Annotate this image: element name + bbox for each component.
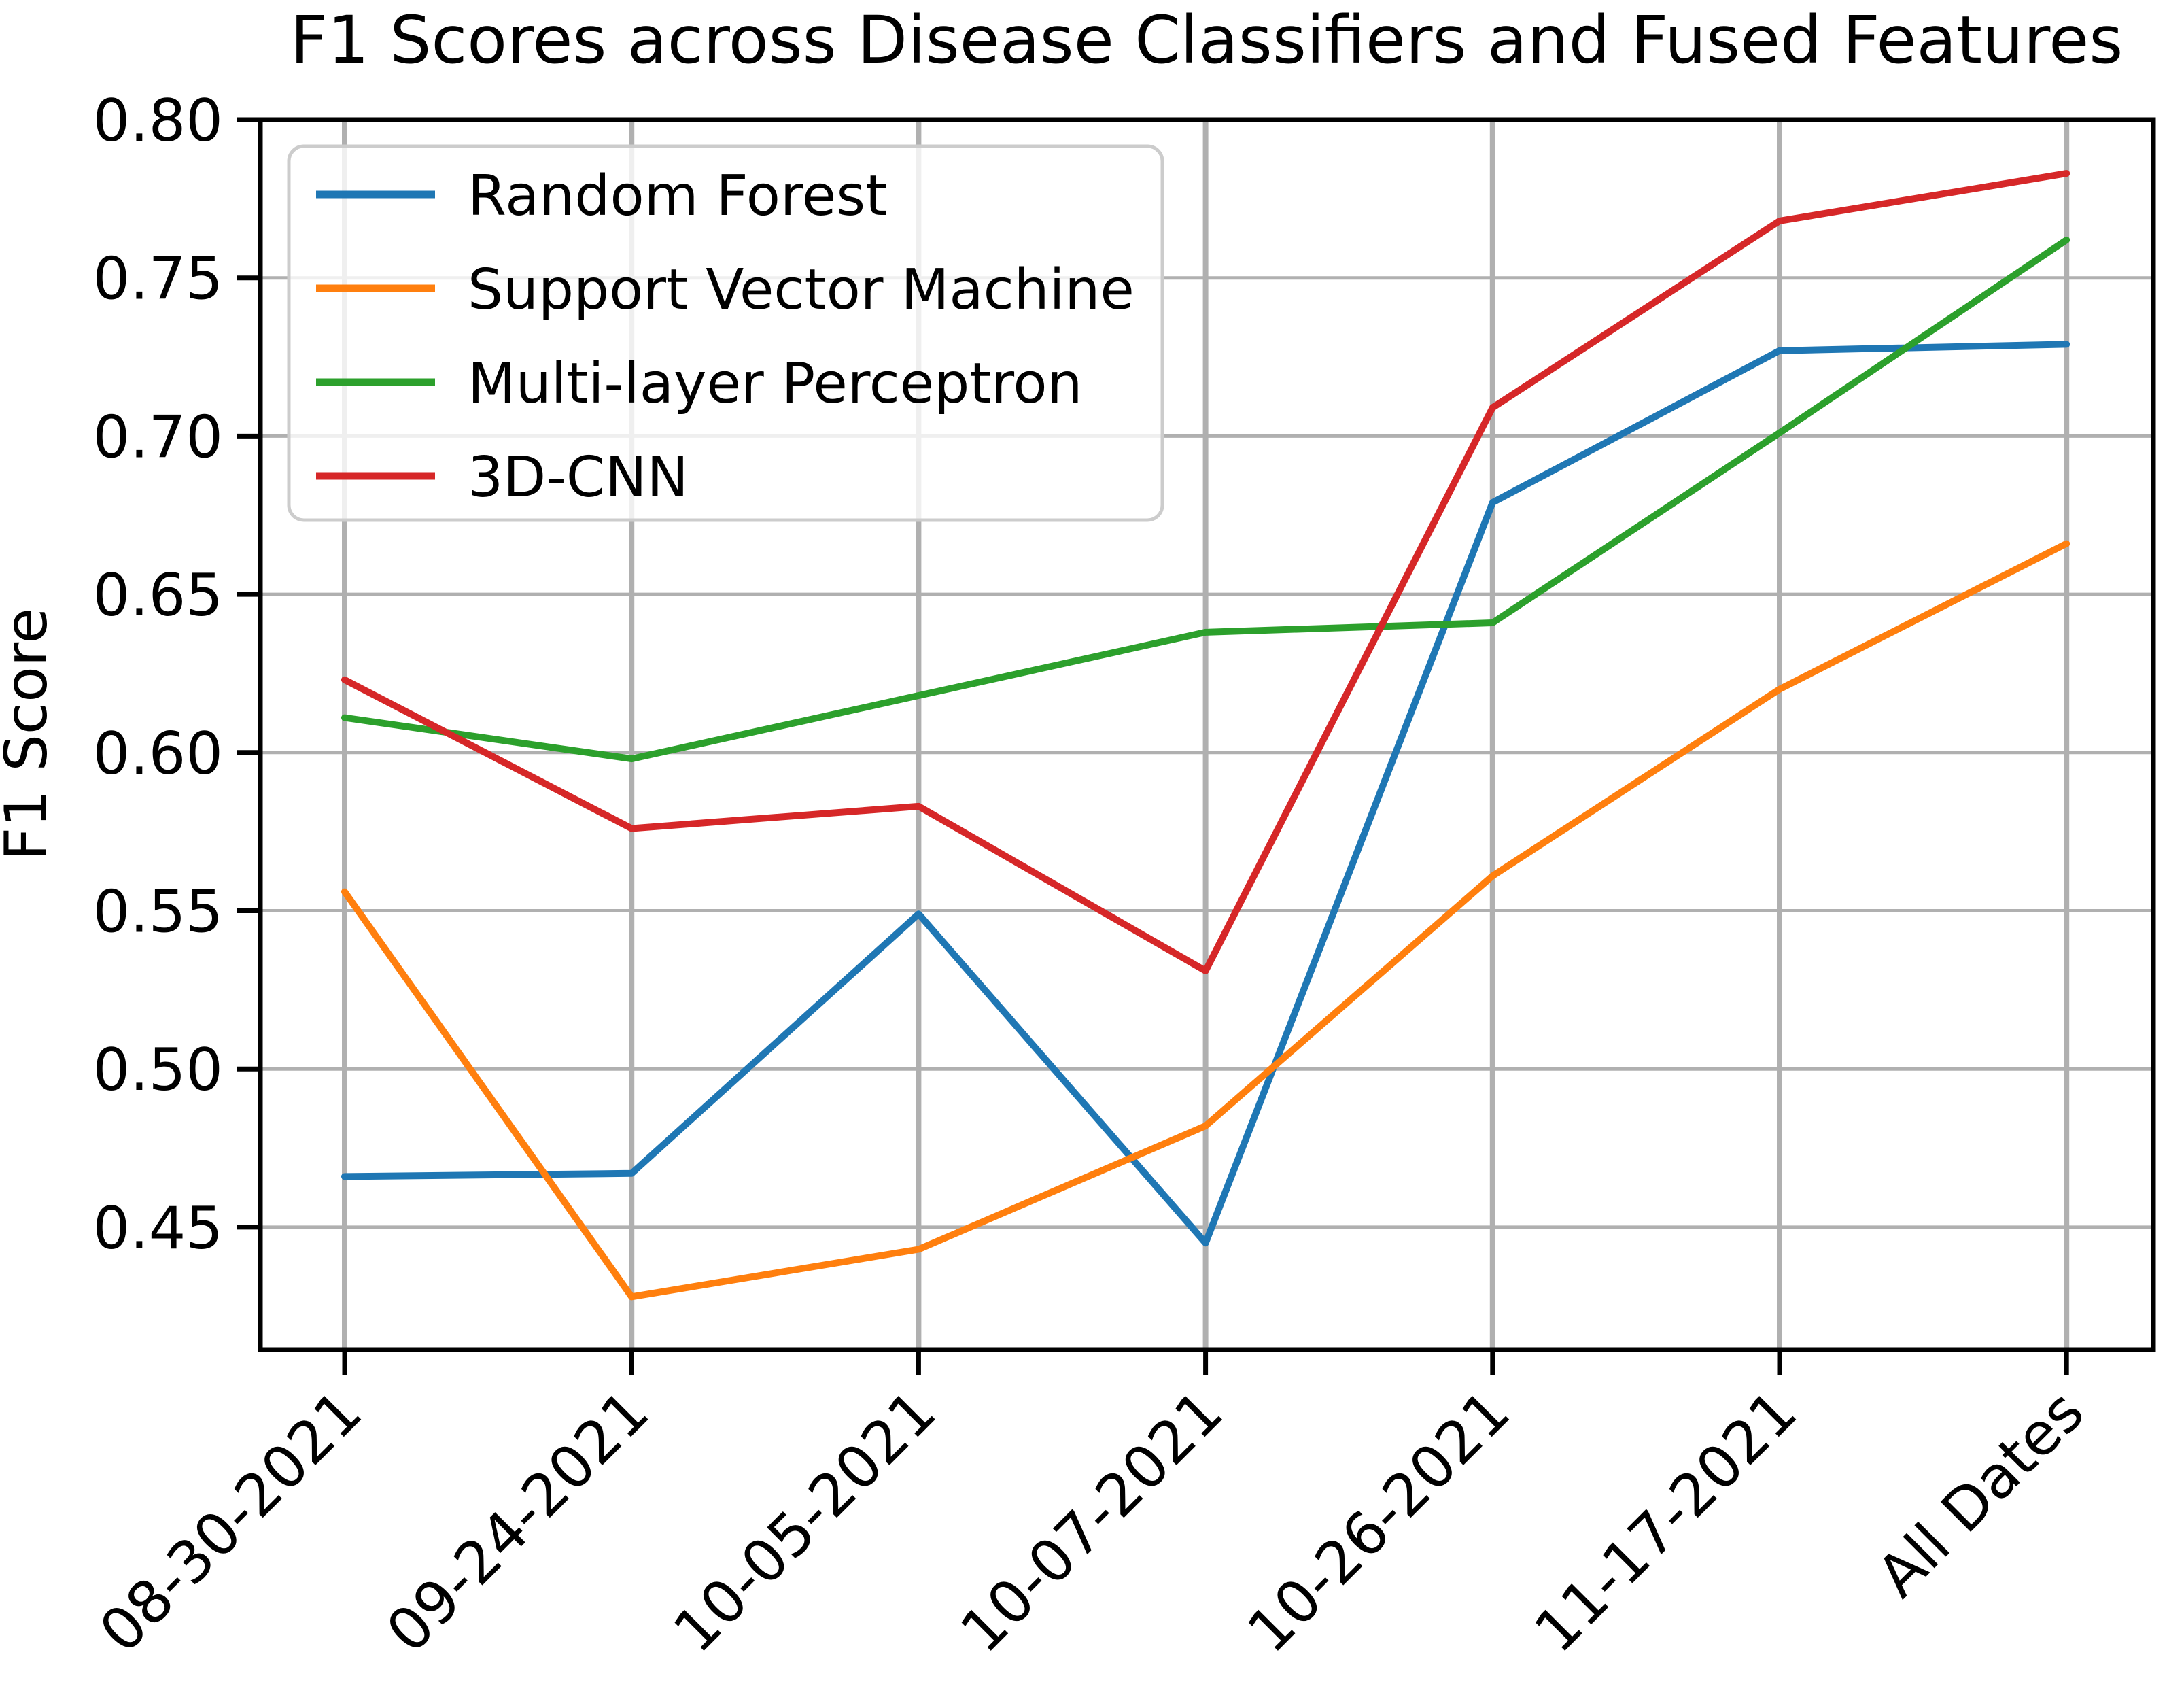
series-line-support-vector-machine bbox=[341, 540, 2070, 1301]
legend-label: Support Vector Machine bbox=[468, 258, 1134, 322]
x-tick-label: 08-30-2021 bbox=[87, 1377, 375, 1666]
x-tick-label: All Dates bbox=[1865, 1377, 2097, 1610]
y-tick-label: 0.60 bbox=[93, 720, 223, 788]
legend: Random Forest Support Vector Machine Multi… bbox=[287, 144, 1164, 522]
legend-label: 3D-CNN bbox=[468, 445, 689, 510]
x-tick-label: 11-17-2021 bbox=[1522, 1377, 1810, 1666]
tick-marks bbox=[237, 117, 2069, 1375]
series-lines bbox=[341, 170, 2070, 1301]
y-tick-label: 0.65 bbox=[93, 562, 223, 630]
y-tick-label: 0.55 bbox=[93, 878, 223, 946]
x-tick-label: 10-07-2021 bbox=[948, 1377, 1236, 1666]
series-line-3d-cnn bbox=[341, 170, 2070, 974]
y-tick-label: 0.50 bbox=[93, 1036, 223, 1104]
y-tick-label: 0.80 bbox=[93, 87, 223, 155]
legend-label: Multi-layer Perceptron bbox=[468, 352, 1082, 416]
series-line-multi-layer-perceptron bbox=[341, 236, 2070, 763]
y-axis-label: F1 Score bbox=[0, 608, 60, 861]
x-tick-label: 10-26-2021 bbox=[1235, 1377, 1523, 1666]
y-tick-label: 0.70 bbox=[93, 403, 223, 471]
series-line-random-forest bbox=[341, 341, 2070, 1247]
y-tick-label: 0.45 bbox=[93, 1195, 223, 1263]
legend-label: Random Forest bbox=[468, 164, 887, 228]
x-tick-label: 09-24-2021 bbox=[374, 1377, 662, 1666]
chart-title: F1 Scores across Disease Classifiers and… bbox=[290, 2, 2124, 78]
x-tick-label: 10-05-2021 bbox=[661, 1377, 949, 1666]
y-tick-label: 0.75 bbox=[93, 245, 223, 313]
legend-box bbox=[287, 144, 1164, 522]
